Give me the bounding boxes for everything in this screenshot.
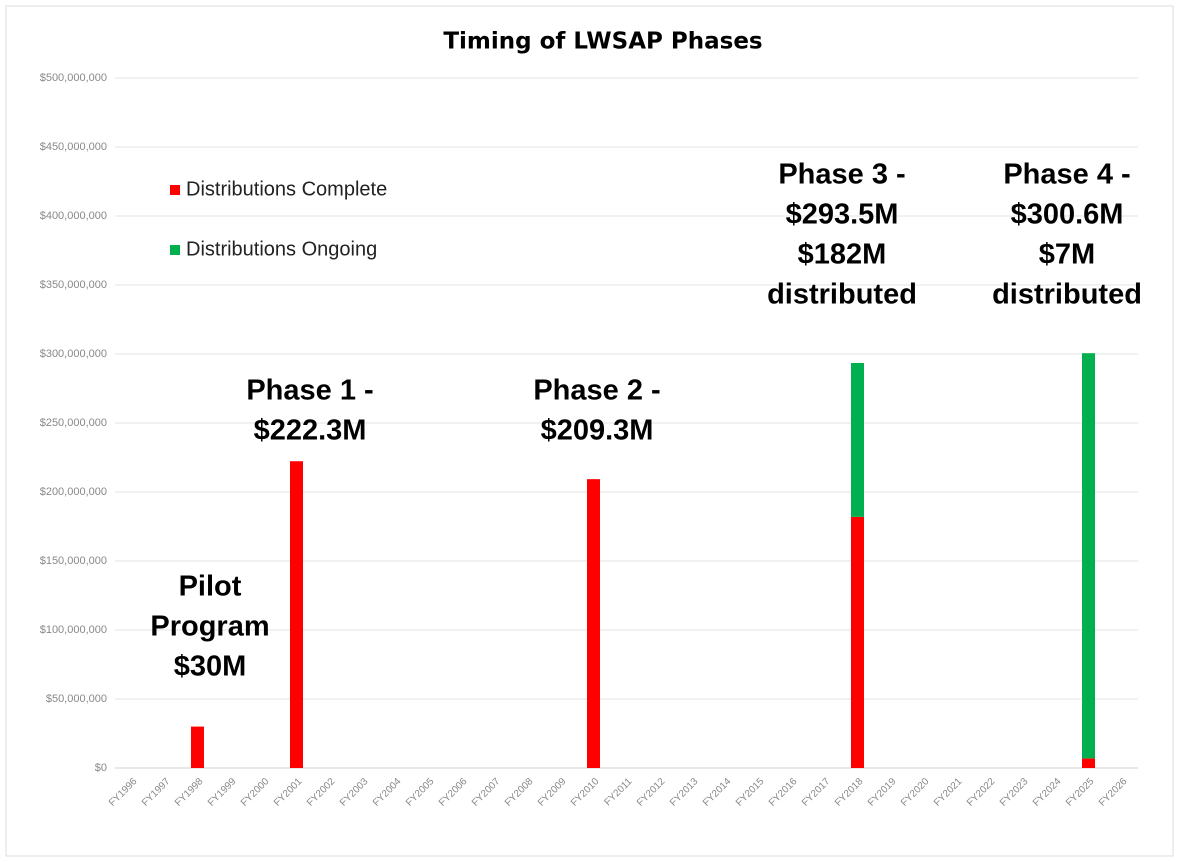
bar-segment — [1082, 353, 1095, 759]
annotation: $7M — [1039, 239, 1095, 271]
legend-swatch — [170, 185, 180, 195]
annotation: $300.6M — [1011, 199, 1124, 231]
annotation: Pilot — [179, 571, 242, 603]
annotation: $222.3M — [254, 415, 367, 447]
annotation: Program — [150, 611, 269, 643]
y-tick-label: $400,000,000 — [40, 210, 107, 222]
annotation: $209.3M — [541, 415, 654, 447]
annotation: Phase 3 - — [778, 159, 905, 191]
bar-segment — [587, 479, 600, 768]
y-tick-label: $300,000,000 — [40, 348, 107, 360]
bar-segment — [1082, 758, 1095, 768]
legend-swatch — [170, 245, 180, 255]
annotation: distributed — [992, 279, 1142, 311]
y-tick-label: $150,000,000 — [40, 555, 107, 567]
y-tick-label: $250,000,000 — [40, 417, 107, 429]
annotation: Phase 4 - — [1003, 159, 1130, 191]
y-tick-label: $0 — [95, 762, 107, 774]
annotation: Phase 2 - — [533, 375, 660, 407]
y-tick-label: $350,000,000 — [40, 279, 107, 291]
chart-title: Timing of LWSAP Phases — [443, 29, 762, 55]
annotation: Phase 1 - — [246, 375, 373, 407]
annotation: $293.5M — [786, 199, 899, 231]
bar-segment — [191, 726, 204, 768]
legend-label: Distributions Complete — [186, 178, 387, 200]
legend-label: Distributions Ongoing — [186, 238, 377, 260]
bar-segment — [290, 461, 303, 768]
bar-segment — [851, 362, 864, 517]
y-tick-label: $200,000,000 — [40, 486, 107, 498]
annotation: distributed — [767, 279, 917, 311]
y-tick-label: $500,000,000 — [40, 72, 107, 84]
bar-segment — [851, 516, 864, 768]
y-tick-label: $100,000,000 — [40, 624, 107, 636]
annotation: $182M — [798, 239, 887, 271]
annotation: $30M — [174, 651, 247, 683]
y-tick-label: $450,000,000 — [40, 141, 107, 153]
y-tick-label: $50,000,000 — [46, 693, 107, 705]
